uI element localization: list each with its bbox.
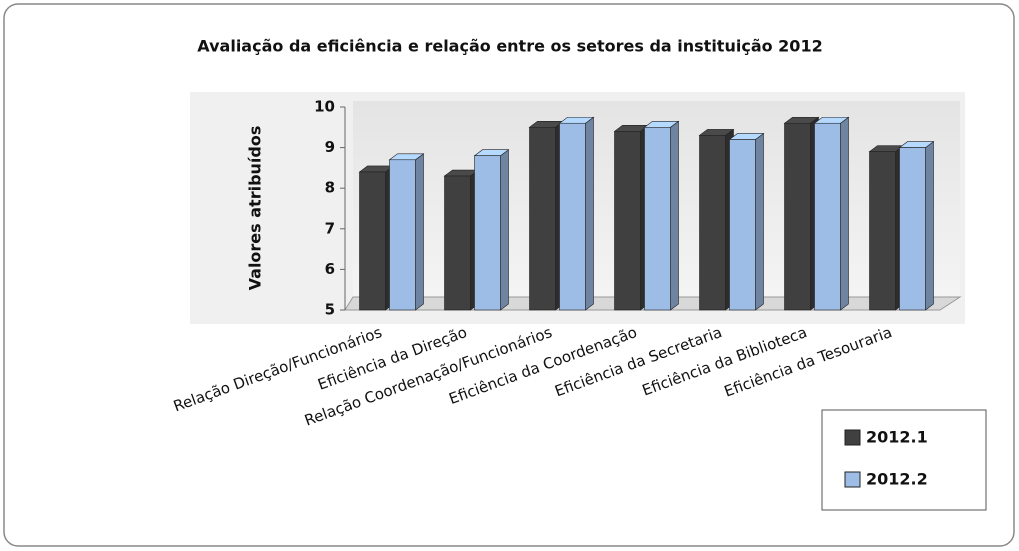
legend-label: 2012.1 xyxy=(866,428,928,447)
bar xyxy=(644,127,671,311)
legend-label: 2012.2 xyxy=(866,470,928,489)
bar xyxy=(359,171,386,311)
y-tick-label: 9 xyxy=(325,138,335,156)
bar-side xyxy=(925,141,934,311)
bar xyxy=(444,175,471,311)
y-tick-label: 6 xyxy=(325,260,335,278)
bar xyxy=(899,147,926,311)
bar-side xyxy=(415,153,424,311)
bar xyxy=(559,122,586,311)
bar xyxy=(729,139,756,311)
bar xyxy=(529,127,556,311)
bar xyxy=(614,131,641,311)
legend-swatch xyxy=(844,471,861,488)
bar-side xyxy=(840,116,849,311)
bar xyxy=(699,135,726,311)
bar-side xyxy=(500,149,509,311)
legend xyxy=(821,409,987,511)
bar xyxy=(814,122,841,311)
legend-swatch xyxy=(844,429,861,446)
bar xyxy=(784,122,811,311)
bar-side xyxy=(585,116,594,311)
bar xyxy=(474,155,501,311)
bar-side xyxy=(755,132,764,311)
y-axis-label: Valores atribuídos xyxy=(246,126,265,291)
y-tick-label: 8 xyxy=(325,179,335,197)
chart-title: Avaliação da eficiência e relação entre … xyxy=(197,37,822,56)
bar-side xyxy=(670,120,679,311)
y-tick-label: 10 xyxy=(314,98,335,116)
bar xyxy=(389,159,416,311)
y-tick-label: 5 xyxy=(325,301,335,319)
y-tick-label: 7 xyxy=(325,219,335,237)
bar xyxy=(869,151,896,311)
